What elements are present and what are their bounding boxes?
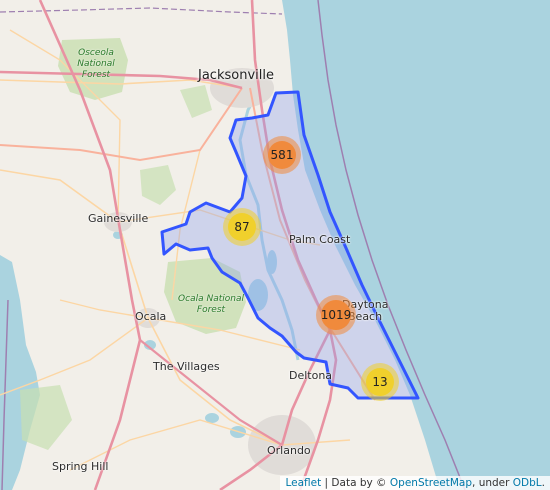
trunk-road xyxy=(249,87,376,401)
interstate-10 xyxy=(0,70,243,90)
gulf-of-mexico xyxy=(0,255,40,490)
forest-word: National xyxy=(77,59,115,69)
odbl-link[interactable]: ODbL xyxy=(512,477,542,489)
cluster-marker[interactable]: 1019 xyxy=(316,295,356,335)
attribution-text: , under xyxy=(472,477,513,489)
state-boundary xyxy=(0,7,283,15)
primary-road xyxy=(9,29,121,223)
primary-road xyxy=(0,79,243,89)
ocala-forest-area xyxy=(164,258,246,334)
label-ocala-forest: Ocala National Forest xyxy=(172,294,250,316)
leaflet-link[interactable]: Leaflet xyxy=(285,477,322,489)
label-palm-coast: Palm Coast xyxy=(289,233,351,246)
label-spring-hill: Spring Hill xyxy=(52,460,109,473)
atlantic-ocean xyxy=(282,0,550,490)
primary-road xyxy=(0,317,149,396)
label-orlando: Orlando xyxy=(267,444,311,457)
openstreetmap-link[interactable]: OpenStreetMap xyxy=(389,477,473,489)
primary-road xyxy=(59,299,301,351)
lake xyxy=(144,340,156,350)
forest-word: Osceola xyxy=(78,48,114,58)
forest-patch xyxy=(20,385,72,450)
gulf-boundary xyxy=(1,299,9,490)
cluster-count: 1019 xyxy=(321,300,351,330)
interstate-75 xyxy=(38,0,142,490)
lake xyxy=(205,413,219,423)
interstate-4 xyxy=(219,329,332,490)
forest-word: Forest xyxy=(196,305,226,315)
cluster-count: 13 xyxy=(366,368,394,396)
maritime-boundary xyxy=(317,0,466,490)
lake-george xyxy=(248,279,268,311)
forest-patch xyxy=(140,165,176,205)
map-attribution: Leaflet | Data by © OpenStreetMap, under… xyxy=(280,476,550,490)
attribution-text: . xyxy=(541,477,545,489)
forest-patch xyxy=(180,85,212,118)
attribution-text: | Data by © xyxy=(321,477,390,489)
label-gainesville: Gainesville xyxy=(88,212,149,225)
lake-crescent xyxy=(267,250,277,274)
turnpike xyxy=(139,339,283,446)
cluster-marker[interactable]: 87 xyxy=(223,208,261,246)
label-osceola-forest: Osceola National Forest xyxy=(74,48,118,81)
cluster-marker[interactable]: 581 xyxy=(263,136,301,174)
trunk-road xyxy=(0,87,243,162)
label-jacksonville: Jacksonville xyxy=(198,68,274,83)
cluster-count: 87 xyxy=(228,213,256,241)
osceola-forest-area xyxy=(58,38,128,100)
forest-word: Ocala National xyxy=(178,294,244,304)
label-deltona: Deltona xyxy=(289,369,333,382)
forest-word: Forest xyxy=(81,70,111,80)
cluster-marker[interactable]: 13 xyxy=(361,363,399,401)
label-daytona-beach: Beach xyxy=(348,310,383,323)
label-ocala: Ocala xyxy=(135,310,167,323)
interstate-95 xyxy=(250,0,338,490)
cluster-count: 581 xyxy=(268,141,296,169)
label-the-villages: The Villages xyxy=(153,360,220,373)
